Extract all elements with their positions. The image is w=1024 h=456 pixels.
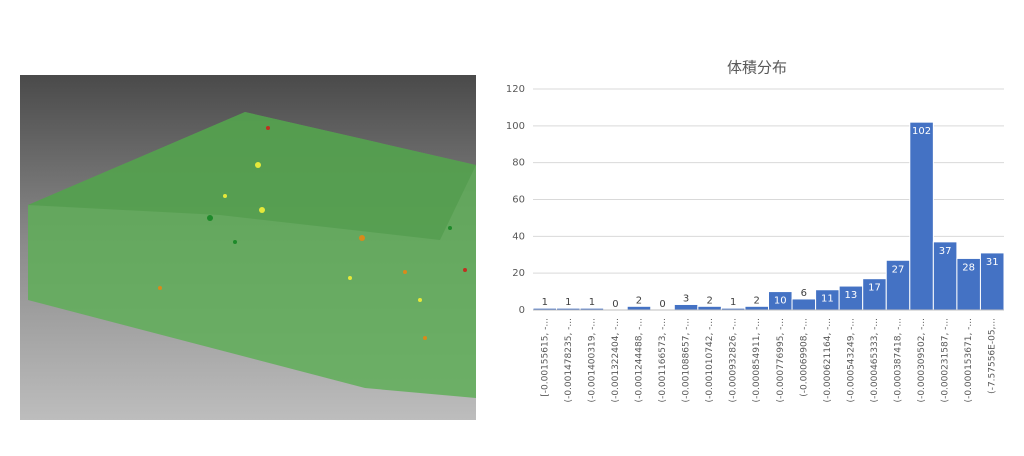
x-tick-label: (-0.001244488, -... <box>634 318 644 402</box>
y-tick-label: 100 <box>506 121 525 132</box>
data-label: 1 <box>565 297 571 308</box>
bar <box>791 298 817 311</box>
data-label: 1 <box>730 297 736 308</box>
data-label: 6 <box>801 288 807 299</box>
data-label: 28 <box>962 262 975 273</box>
data-label: 10 <box>774 296 787 307</box>
y-tick-label: 80 <box>512 158 525 169</box>
x-tick-label: (-0.001166573, -... <box>658 318 668 402</box>
data-label: 11 <box>821 294 834 305</box>
data-label: 2 <box>706 295 712 306</box>
chart-title: 体積分布 <box>727 59 787 77</box>
data-label: 31 <box>986 257 999 268</box>
x-tick-label: (-0.001400319, -... <box>587 318 597 402</box>
data-label: 1 <box>542 297 548 308</box>
x-tick-label: [-0.00155615, -... <box>540 318 550 397</box>
x-tick-label: (-0.000854911, -... <box>752 318 762 402</box>
bar <box>909 121 934 311</box>
x-tick-label: (-0.000309502, -... <box>917 318 927 402</box>
data-label: 2 <box>754 295 760 306</box>
data-label: 0 <box>612 299 618 310</box>
data-label: 0 <box>659 299 665 310</box>
x-tick-label: (-0.001478235, -... <box>564 318 574 402</box>
x-tick-label: (-0.000231587, -... <box>941 318 951 402</box>
x-tick-label: (-0.001010742, -... <box>705 318 715 402</box>
x-tick-label: (-0.000465333, -... <box>870 318 880 402</box>
bar <box>697 305 722 311</box>
bar <box>744 305 770 311</box>
slab-top <box>28 112 476 240</box>
render-view <box>20 75 476 420</box>
data-label: 1 <box>589 297 595 308</box>
y-tick-label: 40 <box>512 231 525 242</box>
data-label: 3 <box>683 293 689 304</box>
x-tick-label: (-0.000543249, -... <box>846 318 856 402</box>
bar <box>673 303 699 311</box>
x-tick-label: (-0.000932826, -... <box>729 318 739 402</box>
x-tick-label: (-0.000387418, -... <box>894 318 904 402</box>
y-tick-label: 0 <box>519 305 525 316</box>
y-tick-label: 120 <box>506 84 525 95</box>
x-tick-label: (-0.001322404, -... <box>611 318 621 402</box>
bar <box>626 305 652 311</box>
data-label: 27 <box>892 264 905 275</box>
y-tick-label: 60 <box>512 195 525 206</box>
data-label: 37 <box>939 246 952 257</box>
data-label: 17 <box>868 283 881 294</box>
data-label: 2 <box>636 295 642 306</box>
particles <box>158 126 467 340</box>
x-tick-label: (-0.000776995, -... <box>776 318 786 402</box>
x-tick-label: (-0.000153671, -... <box>964 318 974 402</box>
x-tick-label: (-0.00069908, -... <box>799 318 809 397</box>
x-tick-label: (-0.001088657, -... <box>682 318 692 402</box>
x-tick-label: (-7.57556E-05,... <box>988 318 998 394</box>
x-tick-label: (-0.000621164, -... <box>823 318 833 402</box>
data-label: 102 <box>912 126 931 137</box>
data-label: 13 <box>845 290 858 301</box>
y-tick-label: 20 <box>512 268 525 279</box>
